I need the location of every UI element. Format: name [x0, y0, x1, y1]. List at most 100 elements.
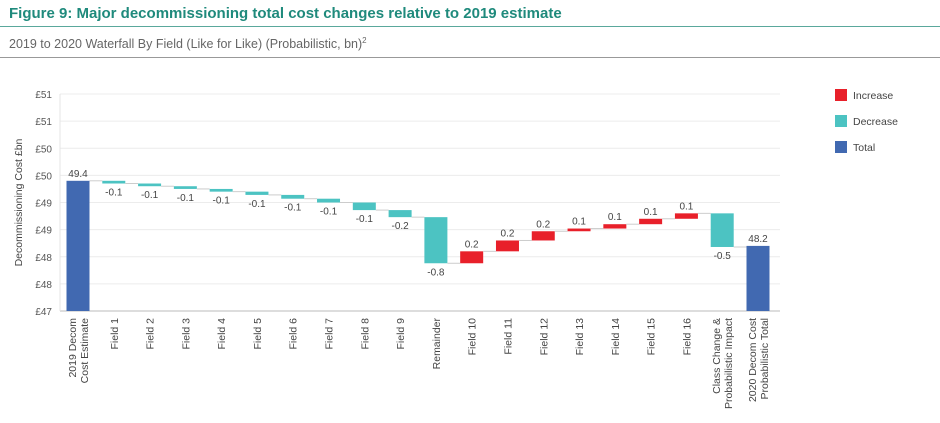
- subtitle-divider: [0, 57, 940, 58]
- bar: [281, 194, 305, 199]
- x-tick-label-line: Field 10: [467, 318, 479, 356]
- bar: [460, 251, 484, 264]
- bar: [424, 217, 448, 264]
- x-tick-label-line: Field 3: [180, 318, 192, 350]
- x-tick-label: Field 1: [109, 318, 121, 350]
- y-tick-label: £49: [35, 226, 52, 237]
- legend-label: Increase: [853, 90, 893, 102]
- bar: [495, 240, 519, 252]
- data-label: 0.1: [572, 217, 586, 228]
- x-tick-label: Field 4: [216, 318, 228, 350]
- subtitle-text: 2019 to 2020 Waterfall By Field (Like fo…: [9, 37, 363, 52]
- data-label: 0.2: [536, 219, 550, 230]
- data-label: -0.1: [141, 190, 159, 201]
- data-label: -0.5: [714, 251, 732, 262]
- x-tick-label: Field 6: [288, 318, 300, 350]
- x-tick-label-line: 2019 Decom: [67, 318, 79, 378]
- x-tick-label: Class Change &Probabilistic Impact: [711, 318, 735, 409]
- legend-label: Total: [853, 142, 875, 154]
- bar: [746, 245, 770, 311]
- bar: [388, 210, 412, 218]
- y-tick-label: £50: [35, 171, 52, 182]
- x-tick-label-line: Field 7: [324, 318, 336, 350]
- bar: [66, 180, 90, 311]
- x-tick-label: Field 8: [359, 318, 371, 350]
- x-tick-label: Field 15: [646, 318, 658, 356]
- data-label: 48.2: [748, 234, 768, 245]
- bar: [245, 191, 269, 195]
- bar: [138, 183, 162, 187]
- x-tick-label: Field 12: [538, 318, 550, 356]
- x-tick-label: Field 2: [145, 318, 157, 350]
- x-tick-label: Field 10: [467, 318, 479, 356]
- title-divider: [0, 26, 940, 27]
- x-tick-label: Field 13: [574, 318, 586, 356]
- data-label: 0.1: [644, 207, 658, 218]
- x-tick-label: Field 7: [324, 318, 336, 350]
- x-tick-label-line: Field 9: [395, 318, 407, 350]
- x-tick-label: Field 3: [180, 318, 192, 350]
- x-tick-label: Field 16: [681, 318, 693, 356]
- bar: [710, 213, 734, 247]
- bar: [317, 198, 341, 203]
- bar: [209, 188, 233, 192]
- x-tick-label-line: Cost Estimate: [79, 318, 91, 384]
- x-tick-label-line: Field 2: [145, 318, 157, 350]
- y-axis-label: Decommissioning Cost £bn: [13, 138, 25, 266]
- data-label: -0.1: [177, 193, 195, 204]
- x-tick-label: 2020 Decom CostProbabilistic Total: [747, 318, 771, 402]
- y-tick-label: £50: [35, 144, 52, 155]
- subtitle-superscript: 2: [362, 36, 367, 45]
- x-tick-label: Field 9: [395, 318, 407, 350]
- data-label: -0.2: [391, 221, 409, 232]
- y-tick-label: £51: [35, 90, 52, 101]
- x-tick-label-line: Class Change &: [711, 318, 723, 394]
- x-tick-label: Field 11: [502, 318, 514, 355]
- data-label: -0.1: [320, 207, 338, 218]
- x-tick-label: Remainder: [431, 317, 443, 369]
- data-label: -0.1: [105, 188, 123, 199]
- bar: [567, 228, 591, 232]
- x-tick-label-line: Field 6: [288, 318, 300, 350]
- x-tick-label-line: Field 5: [252, 318, 264, 350]
- x-tick-label: Field 14: [610, 318, 622, 356]
- x-tick-label-line: Field 16: [681, 318, 693, 356]
- bar: [531, 231, 555, 241]
- y-tick-label: £49: [35, 199, 52, 210]
- bar: [102, 180, 126, 184]
- x-tick-label: Field 5: [252, 318, 264, 350]
- bar: [603, 224, 627, 229]
- y-tick-label: £47: [35, 307, 52, 318]
- y-tick-label: £48: [35, 253, 52, 264]
- x-tick-label: 2019 DecomCost Estimate: [67, 318, 91, 384]
- data-label: 0.2: [501, 228, 515, 239]
- data-label: -0.1: [213, 196, 231, 207]
- bar: [352, 202, 376, 211]
- x-tick-label-line: Field 11: [502, 318, 514, 355]
- figure-subtitle: 2019 to 2020 Waterfall By Field (Like fo…: [9, 36, 367, 51]
- x-tick-label-line: Field 13: [574, 318, 586, 356]
- x-tick-label-line: Field 12: [538, 318, 550, 356]
- x-tick-label-line: 2020 Decom Cost: [747, 318, 759, 402]
- legend-swatch: [835, 115, 847, 127]
- data-label: 0.1: [679, 201, 693, 212]
- data-label: 49.4: [68, 169, 88, 180]
- bar: [639, 218, 663, 225]
- y-tick-label: £51: [35, 117, 52, 128]
- x-tick-label-line: Field 14: [610, 318, 622, 356]
- x-tick-label-line: Field 4: [216, 318, 228, 350]
- x-tick-label-line: Field 8: [359, 318, 371, 350]
- legend-swatch: [835, 141, 847, 153]
- legend-swatch: [835, 89, 847, 101]
- x-tick-label-line: Probabilistic Impact: [723, 318, 735, 409]
- data-label: -0.1: [356, 214, 374, 225]
- data-label: -0.1: [284, 203, 302, 214]
- y-tick-label: £48: [35, 280, 52, 291]
- data-label: 0.2: [465, 239, 479, 250]
- figure-title: Figure 9: Major decommissioning total co…: [9, 5, 562, 22]
- x-tick-label-line: Remainder: [431, 317, 443, 369]
- legend-label: Decrease: [853, 116, 898, 128]
- bar: [674, 213, 698, 219]
- x-tick-label-line: Field 15: [646, 318, 658, 356]
